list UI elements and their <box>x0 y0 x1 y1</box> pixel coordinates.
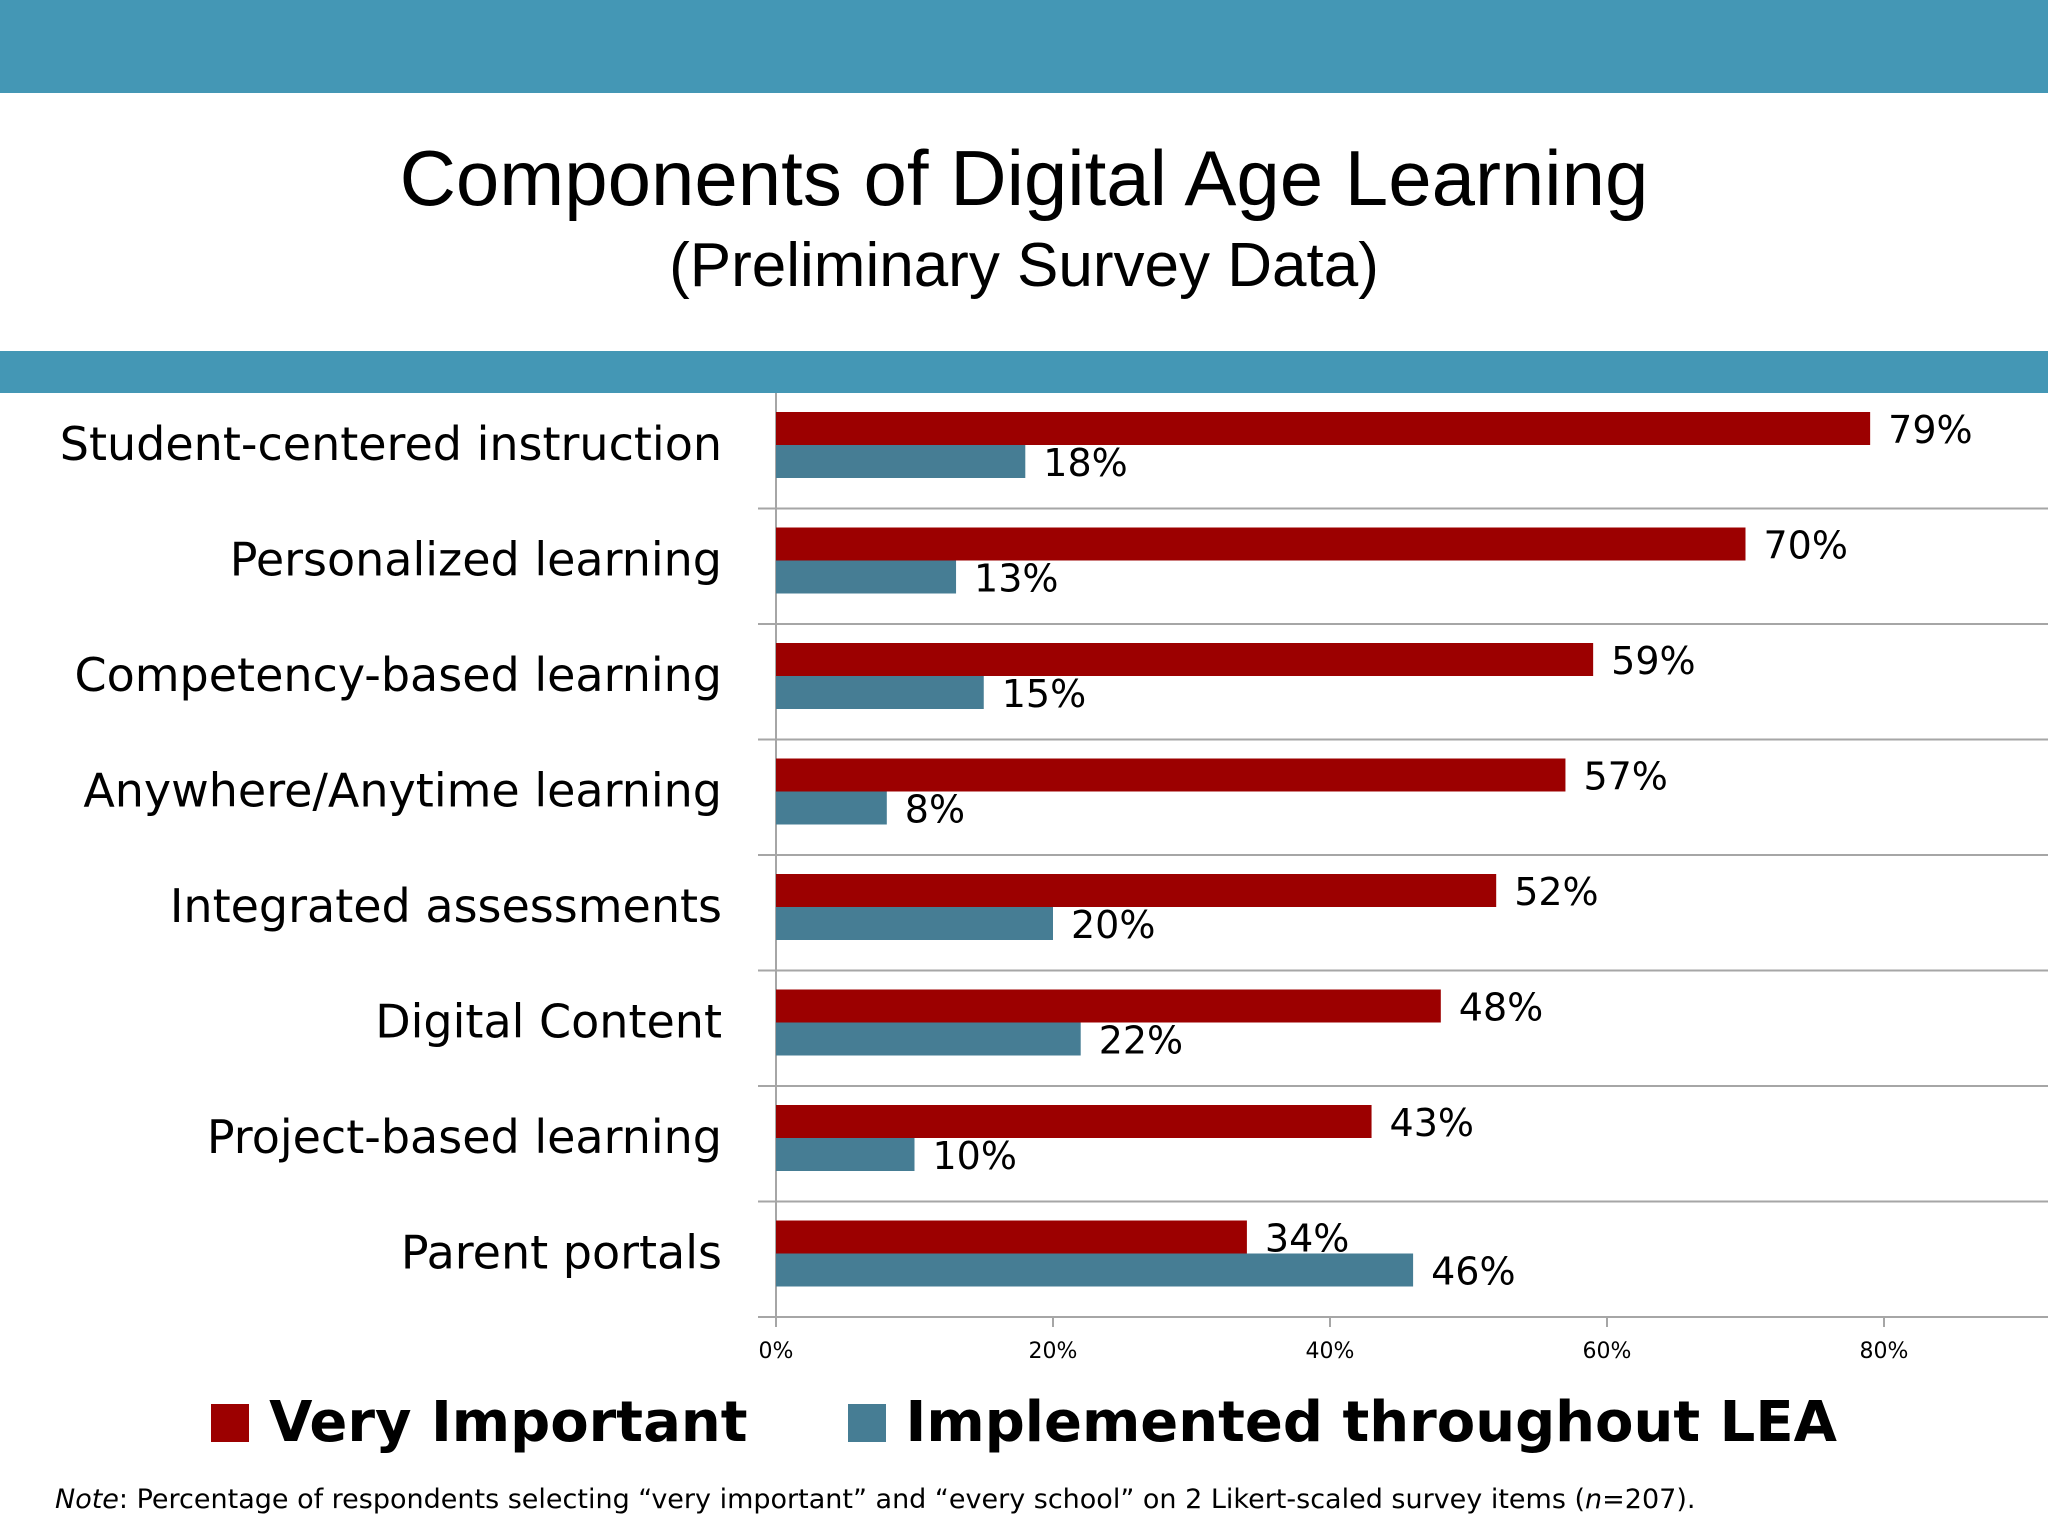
data-label: 43% <box>1390 1101 1474 1145</box>
data-label: 18% <box>1043 441 1127 485</box>
category-label: Competency-based learning <box>74 648 722 702</box>
bar-very-important <box>776 412 1871 445</box>
bar-implemented <box>776 1253 1414 1287</box>
bar-very-important <box>776 1220 1247 1254</box>
bar-very-important <box>776 527 1746 561</box>
x-tick-label: 80% <box>1860 1339 1909 1364</box>
legend-label-very-important: Very Important <box>269 1390 748 1455</box>
bar-very-important <box>776 643 1594 676</box>
x-tick-label: 60% <box>1583 1339 1632 1364</box>
bar-very-important <box>776 1105 1372 1138</box>
legend-item-implemented: Implemented throughout LEA <box>847 1390 1837 1455</box>
footnote: Note: Percentage of respondents selectin… <box>55 1484 2015 1515</box>
bar-implemented <box>776 1138 915 1171</box>
legend-label-implemented: Implemented throughout LEA <box>905 1390 1837 1455</box>
data-label: 34% <box>1265 1217 1349 1261</box>
bar-implemented <box>776 560 957 594</box>
legend-swatch-implemented <box>847 1403 886 1442</box>
bar-implemented <box>776 676 984 709</box>
chart-legend: Very Important Implemented throughout LE… <box>0 1390 2048 1455</box>
x-tick-label: 20% <box>1029 1339 1078 1364</box>
bar-chart: 0% 20% 40% 60% 80% Student-centered instructi… <box>60 393 2048 1364</box>
data-label: 57% <box>1583 755 1667 799</box>
x-tick-label: 0% <box>759 1339 794 1364</box>
category-label: Personalized learning <box>230 533 722 587</box>
data-label: 70% <box>1764 524 1848 568</box>
footnote-n-symbol: n <box>1585 1484 1603 1515</box>
page-title: Components of Digital Age Learning <box>399 134 1649 222</box>
bar-implemented <box>776 907 1053 940</box>
bar-implemented <box>776 1022 1081 1056</box>
bar-implemented <box>776 791 887 825</box>
category-label: Parent portals <box>401 1226 722 1280</box>
data-label: 13% <box>974 557 1058 601</box>
legend-swatch-very-important <box>211 1403 250 1442</box>
title-block: Components of Digital Age Learning (Prel… <box>0 128 2048 304</box>
category-label: Project-based learning <box>207 1110 722 1164</box>
data-label: 46% <box>1431 1250 1515 1294</box>
data-label: 20% <box>1071 903 1155 947</box>
category-label: Digital Content <box>375 995 722 1049</box>
title-divider-band <box>0 351 2048 393</box>
data-label: 15% <box>1002 672 1086 716</box>
data-label: 79% <box>1888 408 1972 452</box>
legend-item-very-important: Very Important <box>211 1390 748 1455</box>
bar-very-important <box>776 989 1441 1023</box>
category-label: Student-centered instruction <box>60 417 722 471</box>
data-label: 52% <box>1514 870 1598 914</box>
top-header-band <box>0 0 2048 93</box>
bar-very-important <box>776 758 1566 792</box>
x-tick-label: 40% <box>1306 1339 1355 1364</box>
footnote-text-b: =207). <box>1602 1484 1696 1515</box>
data-label: 22% <box>1099 1019 1183 1063</box>
bar-very-important <box>776 874 1497 907</box>
data-label: 10% <box>933 1134 1017 1178</box>
category-label: Integrated assessments <box>170 879 722 933</box>
footnote-text-a: : Percentage of respondents selecting “v… <box>118 1484 1586 1515</box>
data-label: 48% <box>1459 986 1543 1030</box>
footnote-prefix: Note <box>55 1484 119 1515</box>
bar-implemented <box>776 445 1026 478</box>
data-label: 59% <box>1611 639 1695 683</box>
category-label: Anywhere/Anytime learning <box>83 764 722 818</box>
page-subtitle: (Preliminary Survey Data) <box>669 231 1379 300</box>
data-label: 8% <box>905 788 965 832</box>
